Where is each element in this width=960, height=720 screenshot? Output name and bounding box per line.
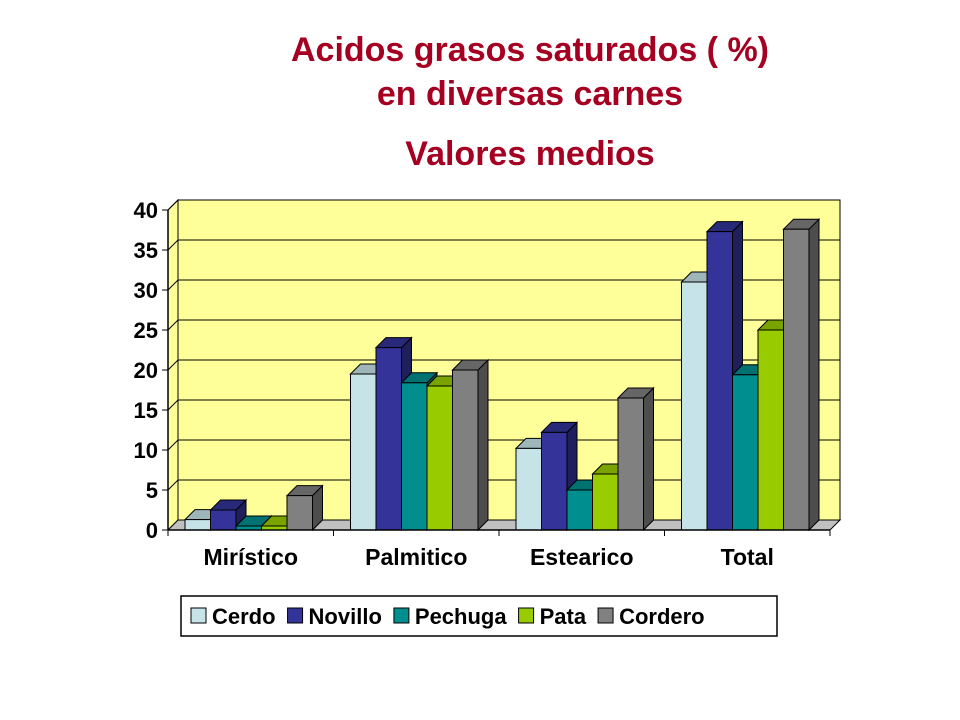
legend-label: Cerdo bbox=[212, 604, 276, 629]
x-tick-label: Total bbox=[721, 544, 774, 570]
y-tick-label: 15 bbox=[134, 398, 158, 423]
legend-label: Pechuga bbox=[415, 604, 507, 629]
legend-swatch bbox=[393, 607, 410, 624]
bars bbox=[183, 217, 821, 532]
bar-cordero-4 bbox=[782, 217, 821, 532]
legend: Cerdo Novillo Pechuga Pata Cordero bbox=[180, 595, 778, 637]
legend-label: Cordero bbox=[619, 604, 705, 629]
legend-swatch bbox=[287, 607, 304, 624]
y-tick-label: 30 bbox=[134, 278, 158, 303]
chart-title-line-1: Acidos grasos saturados ( %) bbox=[290, 31, 769, 69]
y-tick-label: 35 bbox=[134, 238, 158, 263]
x-tick-label: Estearico bbox=[530, 544, 634, 570]
legend-swatch bbox=[597, 607, 614, 624]
bar-cordero-3 bbox=[616, 386, 655, 532]
legend-item-cerdo: Cerdo bbox=[190, 604, 276, 629]
chart-title-line-3: Valores medios bbox=[405, 135, 655, 173]
legend-label: Pata bbox=[540, 604, 587, 629]
bar-cordero-1 bbox=[285, 484, 324, 532]
legend-label: Novillo bbox=[309, 604, 382, 629]
legend-item-pata: Pata bbox=[518, 604, 587, 629]
chart-title: Acidos grasos saturados ( %) en diversas… bbox=[160, 28, 900, 176]
gridline bbox=[167, 199, 840, 211]
y-tick-label: 0 bbox=[146, 518, 158, 543]
legend-item-cordero: Cordero bbox=[597, 604, 705, 629]
legend-item-pechuga: Pechuga bbox=[393, 604, 507, 629]
y-tick-label: 5 bbox=[146, 478, 158, 503]
gridline bbox=[167, 359, 840, 371]
legend-swatch bbox=[518, 607, 535, 624]
axes: 0 5 10 15 20 25 30 35 40 Mirístico Palmitico Estear… bbox=[134, 198, 831, 570]
x-tick-label: Mirístico bbox=[203, 544, 298, 570]
y-tick-label: 10 bbox=[134, 438, 158, 463]
bar-novillo-1 bbox=[209, 498, 248, 532]
legend-item-novillo: Novillo bbox=[287, 604, 382, 629]
y-tick-label: 40 bbox=[134, 198, 158, 223]
x-tick-label: Palmitico bbox=[365, 544, 467, 570]
gridline bbox=[167, 319, 840, 331]
legend-box bbox=[180, 595, 778, 637]
chart-title-line-2: en diversas carnes bbox=[376, 75, 684, 113]
gridline bbox=[167, 239, 840, 251]
y-tick-label: 20 bbox=[134, 358, 158, 383]
gridline bbox=[167, 279, 840, 291]
y-tick-label: 25 bbox=[134, 318, 158, 343]
bar-cordero-2 bbox=[451, 358, 490, 532]
legend-swatch bbox=[190, 607, 207, 624]
